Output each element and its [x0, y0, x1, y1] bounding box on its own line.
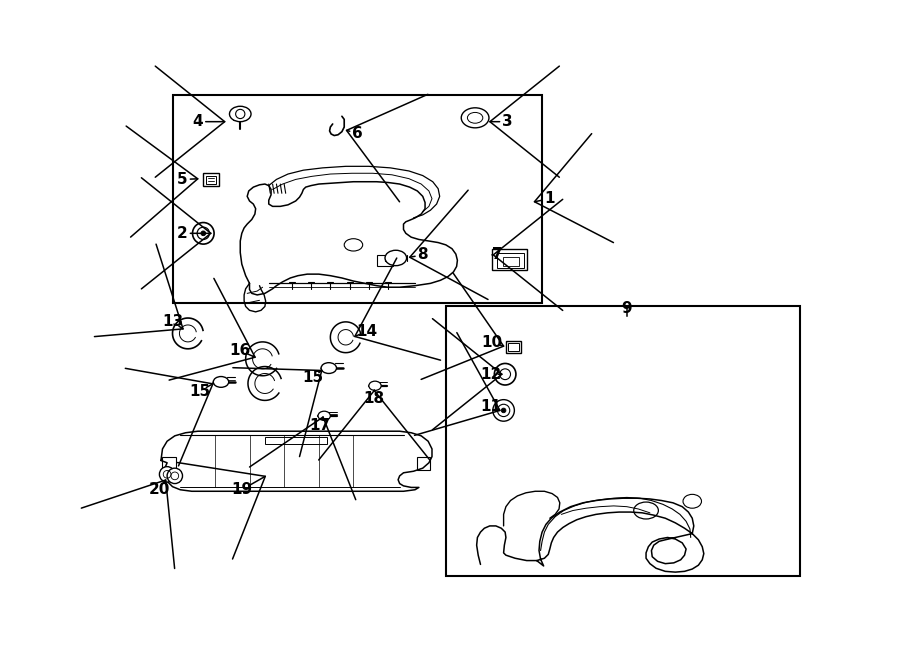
Ellipse shape — [385, 251, 407, 266]
Circle shape — [167, 468, 183, 484]
Text: 9: 9 — [622, 301, 632, 316]
Bar — [446, 307, 800, 576]
Text: 13: 13 — [162, 315, 183, 329]
Ellipse shape — [369, 381, 382, 391]
Text: 1: 1 — [544, 191, 555, 206]
Text: 12: 12 — [480, 367, 501, 382]
Bar — [492, 249, 526, 270]
Bar — [205, 176, 216, 184]
Bar — [417, 457, 430, 471]
Text: 3: 3 — [502, 114, 513, 129]
Text: 4: 4 — [193, 114, 203, 129]
Bar — [265, 438, 327, 444]
Circle shape — [494, 364, 516, 385]
Circle shape — [193, 223, 214, 244]
Ellipse shape — [321, 363, 337, 373]
Circle shape — [493, 400, 515, 421]
Circle shape — [501, 408, 506, 412]
Text: 18: 18 — [364, 391, 385, 407]
Bar — [173, 95, 542, 303]
Text: 7: 7 — [492, 247, 503, 262]
Ellipse shape — [318, 411, 330, 420]
Bar — [163, 457, 176, 471]
Text: 2: 2 — [177, 226, 188, 241]
Text: 11: 11 — [480, 399, 501, 414]
Text: 16: 16 — [229, 343, 250, 358]
Ellipse shape — [230, 106, 251, 122]
Text: 5: 5 — [177, 172, 188, 187]
Text: 15: 15 — [189, 383, 210, 399]
Circle shape — [159, 467, 175, 482]
Text: 20: 20 — [148, 483, 170, 497]
Bar — [506, 341, 521, 353]
Text: 15: 15 — [302, 369, 323, 385]
Bar — [503, 257, 519, 266]
Circle shape — [201, 231, 205, 235]
Text: 17: 17 — [310, 418, 331, 434]
Text: 8: 8 — [418, 247, 428, 262]
Text: 14: 14 — [356, 324, 378, 338]
Text: 10: 10 — [482, 335, 502, 350]
Bar — [376, 255, 393, 266]
Bar — [498, 253, 525, 268]
Ellipse shape — [213, 377, 229, 387]
Text: 6: 6 — [352, 126, 363, 141]
Bar — [508, 344, 519, 351]
Bar — [203, 173, 219, 186]
Text: 19: 19 — [231, 483, 252, 497]
Ellipse shape — [461, 108, 489, 128]
